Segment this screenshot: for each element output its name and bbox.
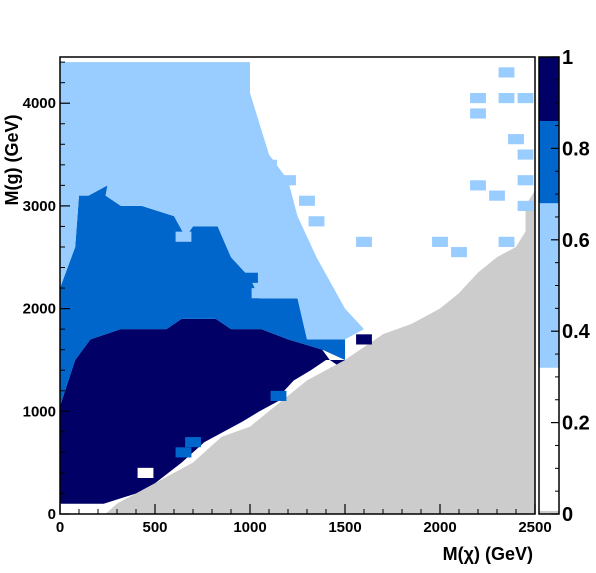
- colorbar-tick-label: 0: [562, 504, 573, 526]
- plot-frame: [59, 56, 536, 515]
- y-tick-label: 4000: [23, 95, 56, 112]
- heatmap-cell: [356, 236, 372, 247]
- y-axis: 0 1000 2000 3000 4000: [23, 61, 70, 523]
- heatmap-cell: [470, 180, 486, 191]
- x-tick-label: 2500: [518, 519, 551, 536]
- heatmap-cell: [270, 390, 287, 401]
- heatmap-cell: [251, 288, 268, 299]
- heatmap-cell: [308, 216, 325, 227]
- x-axis-title: M(χ) (GeV): [443, 544, 533, 564]
- y-tick-label: 1000: [23, 403, 56, 420]
- colorbar-ticks: 0 0.2 0.4 0.6 0.8 1: [551, 47, 591, 526]
- plot-area: [59, 56, 536, 515]
- region-weak-sensitivity: [60, 62, 364, 340]
- heatmap-cell: [470, 93, 486, 104]
- colorbar-tick-label: 0.6: [562, 230, 590, 252]
- x-tick-label: 0: [56, 519, 64, 536]
- colorbar-segment: [539, 120, 559, 204]
- colorbar-segment: [539, 510, 559, 514]
- y-tick-label: 3000: [23, 198, 56, 215]
- heatmap-cell: [137, 467, 154, 478]
- y-tick-label: 0: [48, 506, 56, 523]
- y-axis-title: M(g) (GeV): [2, 115, 22, 206]
- x-tick-label: 2000: [423, 519, 456, 536]
- colorbar-segment: [539, 203, 559, 368]
- colorbar-segments: [539, 57, 559, 514]
- colorbar-segment: [539, 57, 559, 121]
- y-tick-label: 2000: [23, 301, 56, 318]
- heatmap-cell: [251, 149, 268, 160]
- heatmap-cell: [489, 190, 505, 201]
- heatmap-cell: [517, 93, 534, 104]
- colorbar-tick-label: 0.4: [562, 321, 591, 343]
- heatmap-cell: [517, 175, 534, 186]
- heatmap-cell: [242, 272, 258, 283]
- heatmap-regions: [60, 62, 535, 515]
- heatmap-cell: [194, 226, 211, 237]
- heatmap-cell: [498, 93, 515, 104]
- heatmap-cell: [175, 447, 192, 458]
- heatmap-cell: [517, 200, 534, 211]
- x-tick-label: 1500: [328, 519, 361, 536]
- colorbar-segment: [539, 367, 559, 511]
- out-of-range-overlay: [60, 67, 535, 515]
- x-tick-label: 500: [142, 519, 167, 536]
- colorbar-tick-label: 0.8: [562, 138, 590, 160]
- heatmap-cell: [498, 236, 515, 247]
- heatmap-cell: [470, 108, 486, 119]
- heatmap-cell: [432, 236, 448, 247]
- heatmap-cell: [299, 195, 315, 206]
- heatmap-cell: [251, 62, 268, 73]
- heatmap-cell: [517, 149, 534, 160]
- x-tick-label: 1000: [233, 519, 266, 536]
- heatmap-cell: [185, 437, 201, 448]
- heatmap-cell: [261, 159, 277, 170]
- heatmap-cell: [508, 134, 524, 145]
- colorbar: 0 0.2 0.4 0.6 0.8 1: [538, 47, 591, 526]
- colorbar-tick-label: 1: [562, 47, 573, 69]
- heatmap-cell: [356, 334, 372, 345]
- heatmap-patches: [137, 62, 534, 478]
- heatmap-cell: [280, 175, 296, 186]
- heatmap-cell: [498, 67, 515, 78]
- heatmap-cell: [175, 231, 192, 242]
- region-excluded: [60, 318, 345, 504]
- heatmap-cell: [451, 247, 467, 258]
- region-partly-excluded: [60, 185, 345, 407]
- colorbar-tick-label: 0.2: [562, 413, 590, 435]
- x-axis: 0 500 1000 1500 2000 2500: [56, 504, 552, 536]
